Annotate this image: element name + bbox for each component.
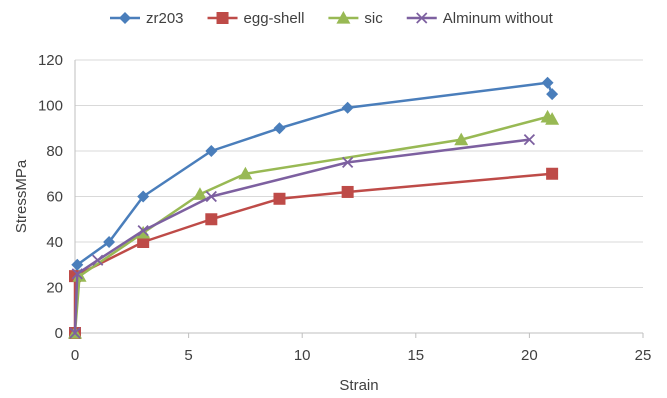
legend-item-1: egg-shell [207,10,305,27]
legend-swatch-marker-0 [119,12,131,24]
x-tick-label-5: 25 [635,347,652,364]
data-point-2-4 [238,166,253,180]
x-tick-label-2: 10 [294,347,311,364]
data-point-1-2 [137,236,150,248]
y-tick-label-0: 0 [55,325,63,342]
data-point-0-2 [103,236,116,248]
series-group [68,76,560,339]
data-point-1-3 [205,213,218,226]
legend-swatch-marker-2 [336,11,351,24]
data-point-3-2 [92,254,104,266]
series-line-0 [73,81,554,334]
data-point-0-4 [205,145,218,157]
data-point-3-3 [137,224,149,237]
data-point-3-0 [69,327,81,339]
x-axis-title: Strain [339,377,378,394]
data-point-1-4 [273,192,286,205]
y-tick-label-1: 20 [46,280,63,297]
data-point-1-5 [341,185,354,198]
series-0 [69,76,559,339]
data-point-3-4 [205,190,217,203]
legend-label-0: zr203 [146,10,184,27]
data-point-2-5 [454,132,469,146]
data-point-0-6 [341,101,354,114]
tick-labels: 0 20 40 60 80 100 120 0 5 10 15 20 25 [38,52,651,364]
y-tick-label-6: 120 [38,52,63,69]
x-tick-label-4: 20 [521,347,538,364]
legend-label-3: Alminum without [443,10,554,27]
legend-swatch-marker-3 [416,12,428,24]
data-point-2-3 [192,187,207,200]
series-3 [69,133,536,339]
data-point-2-7 [545,112,560,125]
y-tick-label-2: 40 [46,234,63,251]
x-tick-label-3: 15 [407,347,424,364]
y-tick-label-4: 80 [46,143,63,160]
data-point-3-5 [342,156,354,169]
x-tick-label-1: 5 [184,347,192,364]
data-point-0-1 [71,258,84,271]
series-line-2 [73,115,553,334]
legend-item-2: sic [328,10,383,27]
y-tick-label-5: 100 [38,98,63,115]
legend-item-3: Alminum without [406,10,554,27]
y-tick-label-3: 60 [46,189,63,206]
legend-item-0: zr203 [110,10,184,27]
legend-label-2: sic [364,10,383,27]
data-point-0-3 [137,190,150,203]
y-axis-title: StressMPa [13,159,30,233]
gridlines [75,59,643,288]
data-point-0-5 [273,122,286,135]
data-point-3-1 [71,268,83,280]
legend-label-1: egg-shell [244,10,305,27]
data-point-3-6 [523,133,536,146]
data-point-1-6 [546,167,559,180]
legend: zr203 egg-shell sic Alminum without [110,10,554,27]
legend-swatch-marker-1 [216,12,229,24]
data-point-0-8 [546,88,559,101]
data-point-0-7 [541,76,554,89]
x-tick-label-0: 0 [71,347,79,364]
